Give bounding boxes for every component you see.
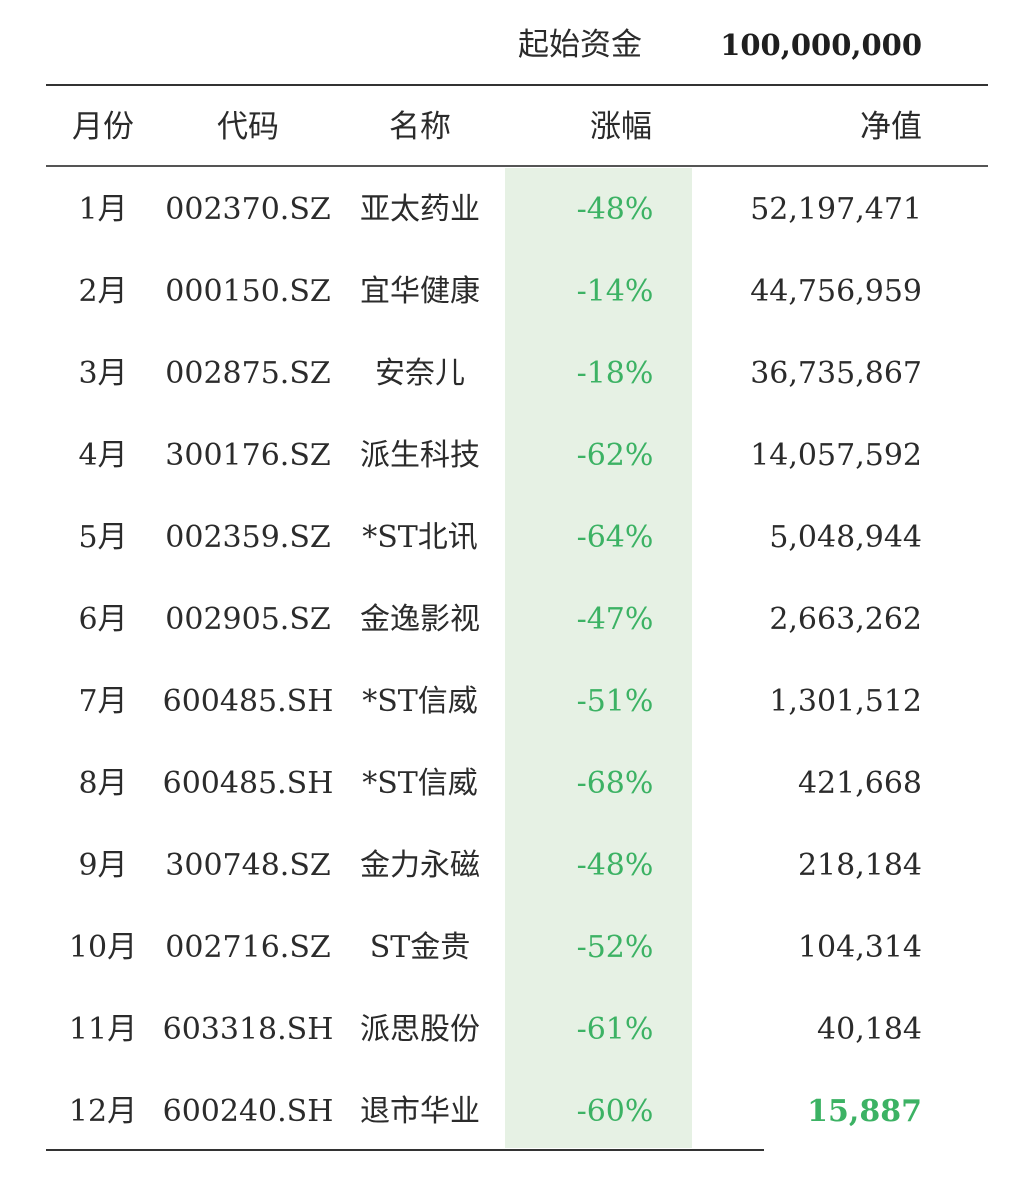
row-name: ST金贵 bbox=[369, 930, 471, 965]
row-nav: 421,668 bbox=[797, 766, 922, 801]
row-month: 7月 bbox=[78, 684, 128, 719]
row-name: 亚太药业 bbox=[360, 192, 480, 227]
row-code: 002359.SZ bbox=[165, 520, 331, 555]
table-row: 10月 002716.SZ ST金贵 -52% 104,314 bbox=[0, 907, 1028, 989]
table-row: 12月 600240.SH 退市华业 -60% 15,887 bbox=[0, 1071, 1028, 1153]
row-change: -68% bbox=[576, 766, 654, 801]
table-top-rule bbox=[46, 84, 988, 86]
row-month: 9月 bbox=[78, 848, 128, 883]
row-change: -48% bbox=[576, 192, 654, 227]
row-month: 2月 bbox=[78, 274, 128, 309]
row-month: 5月 bbox=[78, 520, 128, 555]
row-code: 300748.SZ bbox=[165, 848, 331, 883]
row-month: 1月 bbox=[78, 192, 128, 227]
row-nav: 1,301,512 bbox=[769, 684, 922, 719]
row-change: -64% bbox=[576, 520, 654, 555]
row-name: 派思股份 bbox=[360, 1012, 480, 1047]
row-month: 4月 bbox=[78, 438, 128, 473]
row-name: *ST北讯 bbox=[362, 520, 478, 555]
table-row: 9月 300748.SZ 金力永磁 -48% 218,184 bbox=[0, 825, 1028, 907]
table-row: 11月 603318.SH 派思股份 -61% 40,184 bbox=[0, 989, 1028, 1071]
row-change: -14% bbox=[576, 274, 654, 309]
row-name: 金逸影视 bbox=[360, 602, 480, 637]
table-row: 8月 600485.SH *ST信威 -68% 421,668 bbox=[0, 743, 1028, 825]
row-name: *ST信威 bbox=[362, 766, 478, 801]
row-nav: 52,197,471 bbox=[750, 192, 922, 227]
row-code: 600240.SH bbox=[162, 1094, 334, 1129]
row-nav: 104,314 bbox=[797, 930, 922, 965]
row-name: 宜华健康 bbox=[360, 274, 480, 309]
row-nav: 40,184 bbox=[817, 1012, 922, 1047]
change-column-highlight bbox=[505, 168, 692, 1148]
row-nav: 44,756,959 bbox=[750, 274, 922, 309]
header-code: 代码 bbox=[217, 109, 279, 145]
table-header-row: 月份 代码 名称 涨幅 净值 bbox=[0, 86, 1028, 168]
row-change: -52% bbox=[576, 930, 654, 965]
row-code: 000150.SZ bbox=[165, 274, 331, 309]
starting-capital-label: 起始资金 bbox=[518, 27, 642, 63]
table-row: 5月 002359.SZ *ST北讯 -64% 5,048,944 bbox=[0, 497, 1028, 579]
row-code: 002370.SZ bbox=[165, 192, 331, 227]
row-code: 002905.SZ bbox=[165, 602, 331, 637]
row-change: -51% bbox=[576, 684, 654, 719]
row-change: -48% bbox=[576, 848, 654, 883]
row-code: 300176.SZ bbox=[165, 438, 331, 473]
row-name: 派生科技 bbox=[360, 438, 480, 473]
row-code: 603318.SH bbox=[162, 1012, 334, 1047]
header-change: 涨幅 bbox=[590, 109, 652, 145]
table-bottom-rule bbox=[46, 1149, 764, 1151]
table-row: 3月 002875.SZ 安奈儿 -18% 36,735,867 bbox=[0, 333, 1028, 415]
row-change: -47% bbox=[576, 602, 654, 637]
row-nav: 14,057,592 bbox=[750, 438, 922, 473]
row-month: 10月 bbox=[68, 930, 138, 965]
table-row: 2月 000150.SZ 宜华健康 -14% 44,756,959 bbox=[0, 251, 1028, 333]
starting-capital-value: 100,000,000 bbox=[720, 28, 922, 62]
row-code: 002716.SZ bbox=[165, 930, 331, 965]
table-header-rule bbox=[46, 165, 988, 167]
table-row: 1月 002370.SZ 亚太药业 -48% 52,197,471 bbox=[0, 169, 1028, 251]
row-name: 安奈儿 bbox=[375, 356, 465, 391]
row-name: 金力永磁 bbox=[360, 848, 480, 883]
row-code: 600485.SH bbox=[162, 684, 334, 719]
header-name: 名称 bbox=[389, 109, 451, 145]
row-change: -18% bbox=[576, 356, 654, 391]
header-month: 月份 bbox=[72, 109, 134, 145]
table-row: 7月 600485.SH *ST信威 -51% 1,301,512 bbox=[0, 661, 1028, 743]
row-name: 退市华业 bbox=[360, 1094, 480, 1129]
row-month: 8月 bbox=[78, 766, 128, 801]
row-nav: 218,184 bbox=[797, 848, 922, 883]
table-row: 4月 300176.SZ 派生科技 -62% 14,057,592 bbox=[0, 415, 1028, 497]
row-month: 6月 bbox=[78, 602, 128, 637]
header-nav: 净值 bbox=[860, 109, 922, 145]
row-nav: 5,048,944 bbox=[769, 520, 922, 555]
row-name: *ST信威 bbox=[362, 684, 478, 719]
row-change: -62% bbox=[576, 438, 654, 473]
row-month: 12月 bbox=[68, 1094, 138, 1129]
row-month: 11月 bbox=[68, 1012, 138, 1047]
row-code: 002875.SZ bbox=[165, 356, 331, 391]
row-month: 3月 bbox=[78, 356, 128, 391]
row-nav: 36,735,867 bbox=[750, 356, 922, 391]
table-row: 6月 002905.SZ 金逸影视 -47% 2,663,262 bbox=[0, 579, 1028, 661]
final-nav-value: 15,887 bbox=[807, 1094, 922, 1129]
row-change: -61% bbox=[576, 1012, 654, 1047]
row-change: -60% bbox=[576, 1094, 654, 1129]
row-code: 600485.SH bbox=[162, 766, 334, 801]
row-nav: 2,663,262 bbox=[769, 602, 922, 637]
